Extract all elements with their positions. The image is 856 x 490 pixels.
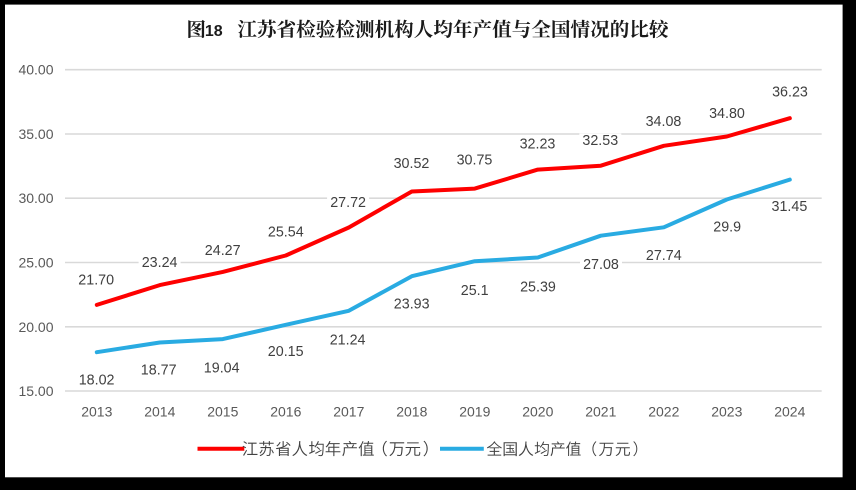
svg-text:15.00: 15.00 xyxy=(18,383,53,399)
svg-text:30.00: 30.00 xyxy=(18,190,53,206)
svg-text:31.45: 31.45 xyxy=(772,199,808,215)
svg-text:21.24: 21.24 xyxy=(330,333,366,349)
svg-text:2014: 2014 xyxy=(144,404,175,420)
svg-text:30.52: 30.52 xyxy=(394,156,430,172)
svg-text:2016: 2016 xyxy=(270,404,301,420)
svg-text:30.75: 30.75 xyxy=(457,153,493,169)
svg-text:2019: 2019 xyxy=(459,404,490,420)
svg-text:2020: 2020 xyxy=(522,404,553,420)
svg-text:2024: 2024 xyxy=(774,404,805,420)
svg-text:2021: 2021 xyxy=(585,404,616,420)
svg-text:23.93: 23.93 xyxy=(394,297,430,313)
svg-text:2023: 2023 xyxy=(711,404,742,420)
svg-text:2018: 2018 xyxy=(396,404,427,420)
svg-text:18.77: 18.77 xyxy=(141,363,177,379)
svg-text:36.23: 36.23 xyxy=(772,85,808,101)
svg-text:25.00: 25.00 xyxy=(18,255,53,271)
svg-text:19.04: 19.04 xyxy=(204,360,240,376)
svg-text:21.70: 21.70 xyxy=(78,273,114,289)
svg-text:20.15: 20.15 xyxy=(268,344,304,360)
svg-text:18.02: 18.02 xyxy=(79,373,115,389)
svg-text:40.00: 40.00 xyxy=(18,62,53,78)
svg-text:35.00: 35.00 xyxy=(18,126,53,142)
svg-text:32.53: 32.53 xyxy=(582,133,618,149)
svg-text:32.23: 32.23 xyxy=(520,137,556,153)
svg-text:27.08: 27.08 xyxy=(583,257,619,273)
svg-text:25.39: 25.39 xyxy=(520,279,556,295)
svg-text:2022: 2022 xyxy=(648,404,679,420)
svg-text:20.00: 20.00 xyxy=(18,319,53,335)
svg-text:27.72: 27.72 xyxy=(330,195,366,211)
svg-text:27.74: 27.74 xyxy=(646,248,682,264)
svg-text:25.1: 25.1 xyxy=(461,283,489,299)
svg-text:24.27: 24.27 xyxy=(205,243,241,259)
svg-text:2015: 2015 xyxy=(207,404,238,420)
svg-text:34.08: 34.08 xyxy=(646,114,682,130)
svg-text:2017: 2017 xyxy=(333,404,364,420)
svg-text:2013: 2013 xyxy=(81,404,112,420)
svg-text:18: 18 xyxy=(205,23,223,40)
svg-text:25.54: 25.54 xyxy=(268,225,304,241)
svg-text:29.9: 29.9 xyxy=(713,219,741,235)
svg-text:34.80: 34.80 xyxy=(709,106,745,122)
svg-text:23.24: 23.24 xyxy=(142,255,178,271)
